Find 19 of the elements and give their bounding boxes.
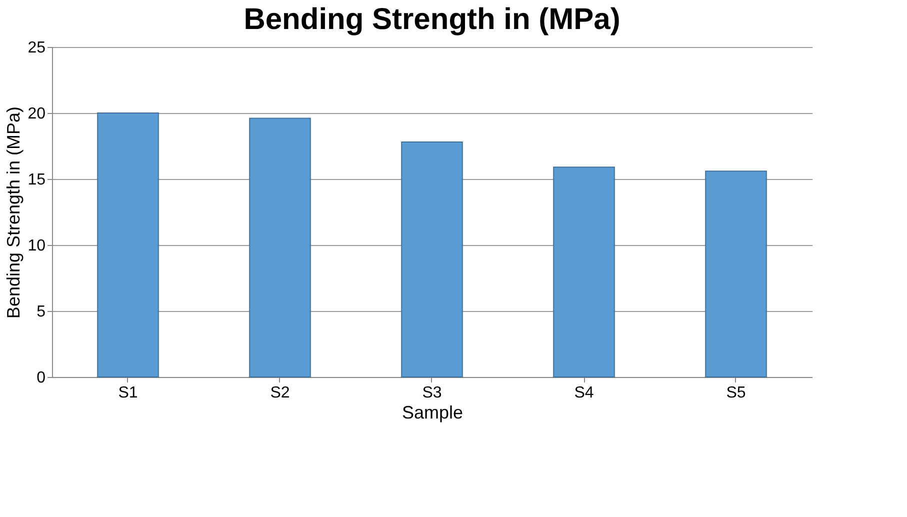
y-tick-label: 0: [36, 370, 46, 386]
x-axis-title: Sample: [402, 402, 464, 422]
x-tick-label: S1: [118, 384, 138, 402]
y-tick-label: 20: [28, 106, 46, 122]
y-tick-label: 5: [36, 304, 46, 320]
y-axis-title: Bending Strength in (MPa): [4, 106, 24, 319]
x-tick-label: S2: [270, 384, 290, 402]
bar: [97, 112, 159, 378]
chart-title: Bending Strength in (MPa): [244, 3, 620, 36]
x-tick-label: S5: [726, 384, 746, 402]
bar: [249, 118, 311, 378]
y-tick-label: 15: [28, 172, 46, 188]
y-tick-label: 25: [28, 40, 46, 56]
bar: [401, 142, 463, 378]
bar: [553, 166, 615, 378]
x-tick-label: S3: [422, 384, 442, 402]
y-tick-label: 10: [28, 238, 46, 254]
bar: [705, 170, 767, 378]
x-tick-label: S4: [574, 384, 594, 402]
